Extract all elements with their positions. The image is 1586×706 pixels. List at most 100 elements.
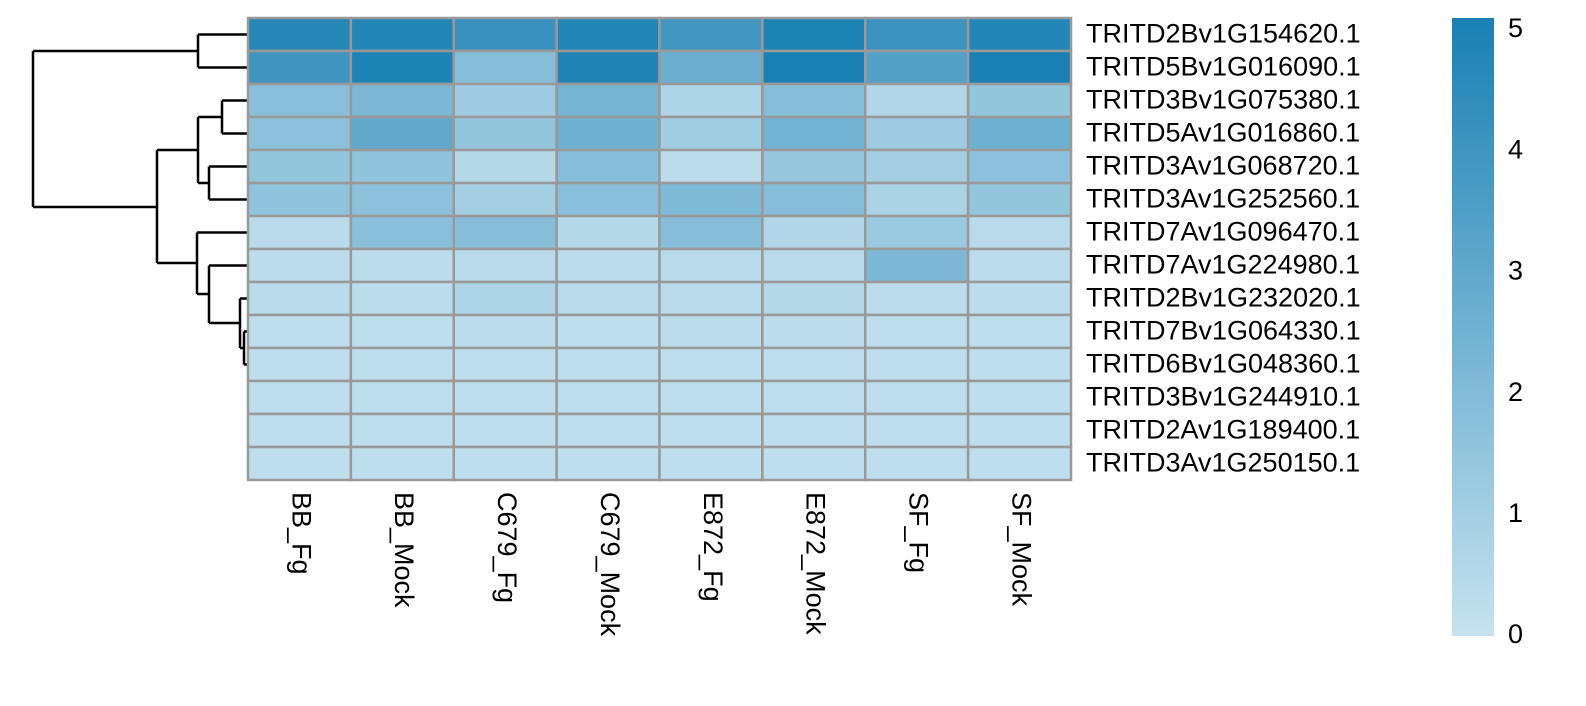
heatmap-cell — [658, 82, 764, 119]
heatmap-cell — [761, 445, 867, 482]
heatmap-cell — [658, 16, 764, 53]
heatmap-cell — [349, 82, 455, 119]
heatmap-cell — [246, 247, 353, 284]
row-label: TRITD3Av1G068720.1 — [1086, 151, 1360, 181]
heatmap-cell — [452, 445, 558, 482]
heatmap-cell — [246, 82, 353, 119]
heatmap-cell — [452, 115, 558, 152]
heatmap-cell — [864, 346, 970, 383]
heatmap-cell — [246, 181, 353, 218]
heatmap-cell — [966, 412, 1073, 449]
heatmap-cell — [658, 445, 764, 482]
row-label: TRITD5Bv1G016090.1 — [1086, 52, 1361, 82]
heatmap-cell — [246, 115, 353, 152]
heatmap-cell — [246, 49, 353, 86]
heatmap-cell — [864, 280, 970, 317]
column-label: BB_Fg — [286, 492, 316, 575]
heatmap-cell — [452, 346, 558, 383]
heatmap-cell — [246, 214, 353, 251]
heatmap-cell — [555, 148, 661, 185]
heatmap-cell — [761, 49, 867, 86]
colorbar-tick-label: 4 — [1508, 134, 1523, 164]
column-label: C679_Mock — [595, 492, 625, 637]
heatmap-cell — [658, 115, 764, 152]
heatmap-cell — [349, 280, 455, 317]
heatmap-cell — [966, 82, 1073, 119]
heatmap-cell — [246, 346, 353, 383]
heatmap-cell — [966, 148, 1073, 185]
heatmap-cell — [555, 115, 661, 152]
heatmap-cell — [555, 379, 661, 416]
heatmap-cell — [452, 16, 558, 53]
heatmap-cell — [864, 16, 970, 53]
heatmap-cell — [864, 445, 970, 482]
row-label: TRITD6Bv1G048360.1 — [1086, 349, 1361, 379]
heatmap-cell — [246, 379, 353, 416]
heatmap-cell — [452, 181, 558, 218]
column-label: C679_Fg — [492, 492, 522, 603]
row-label: TRITD7Av1G096470.1 — [1086, 217, 1360, 247]
heatmap-cell — [761, 247, 867, 284]
column-label: E872_Mock — [801, 492, 831, 635]
heatmap-cell — [555, 82, 661, 119]
heatmap-cell — [555, 412, 661, 449]
heatmap-cell — [761, 214, 867, 251]
heatmap-cell — [658, 181, 764, 218]
heatmap-cell — [452, 82, 558, 119]
colorbar — [1452, 18, 1494, 636]
column-label: BB_Mock — [389, 492, 419, 608]
heatmap-cell — [761, 346, 867, 383]
heatmap-cell — [246, 280, 353, 317]
heatmap-cell — [555, 49, 661, 86]
heatmap-cell — [349, 49, 455, 86]
heatmap-cell — [349, 115, 455, 152]
heatmap-cell — [658, 346, 764, 383]
heatmap-cell — [658, 280, 764, 317]
heatmap-cell — [864, 412, 970, 449]
colorbar-tick-label: 5 — [1508, 13, 1523, 43]
heatmap-cell — [349, 379, 455, 416]
heatmap-cell — [349, 445, 455, 482]
heatmap-cell — [966, 49, 1073, 86]
heatmap-cell — [761, 82, 867, 119]
dendrogram — [31, 33, 248, 366]
colorbar-tick-label: 1 — [1508, 498, 1523, 528]
heatmap-cell — [452, 49, 558, 86]
row-label: TRITD3Av1G252560.1 — [1086, 184, 1360, 214]
row-label: TRITD3Av1G250150.1 — [1086, 448, 1360, 478]
heatmap-cell — [966, 115, 1073, 152]
heatmap-cell — [658, 148, 764, 185]
colorbar-tick-label: 2 — [1508, 377, 1523, 407]
heatmap-cell — [555, 313, 661, 350]
heatmap-cell — [555, 16, 661, 53]
heatmap-cell — [966, 247, 1073, 284]
heatmap-cell — [555, 214, 661, 251]
heatmap-cell — [246, 148, 353, 185]
heatmap-cell — [864, 181, 970, 218]
heatmap-cell — [864, 313, 970, 350]
heatmap-cell — [864, 379, 970, 416]
heatmap-cell — [349, 313, 455, 350]
heatmap-cell — [555, 181, 661, 218]
heatmap-cell — [349, 181, 455, 218]
heatmap-cell — [761, 280, 867, 317]
colorbar-tick-label: 3 — [1508, 256, 1523, 286]
row-label: TRITD2Bv1G232020.1 — [1086, 283, 1361, 313]
heatmap-cell — [349, 148, 455, 185]
heatmap-cell — [966, 16, 1073, 53]
heatmap-cell — [246, 445, 353, 482]
heatmap-cell — [966, 379, 1073, 416]
heatmap-cell — [966, 313, 1073, 350]
heatmap-cell — [658, 49, 764, 86]
heatmap-cell — [966, 445, 1073, 482]
heatmap-cell — [246, 313, 353, 350]
row-label: TRITD3Bv1G244910.1 — [1086, 382, 1361, 412]
heatmap-cell — [864, 247, 970, 284]
column-label: SF_Fg — [904, 492, 934, 573]
row-label: TRITD2Av1G189400.1 — [1086, 415, 1360, 445]
heatmap-cell — [966, 346, 1073, 383]
heatmap-cell — [349, 412, 455, 449]
column-label: E872_Fg — [698, 492, 728, 602]
row-label: TRITD3Bv1G075380.1 — [1086, 85, 1361, 115]
